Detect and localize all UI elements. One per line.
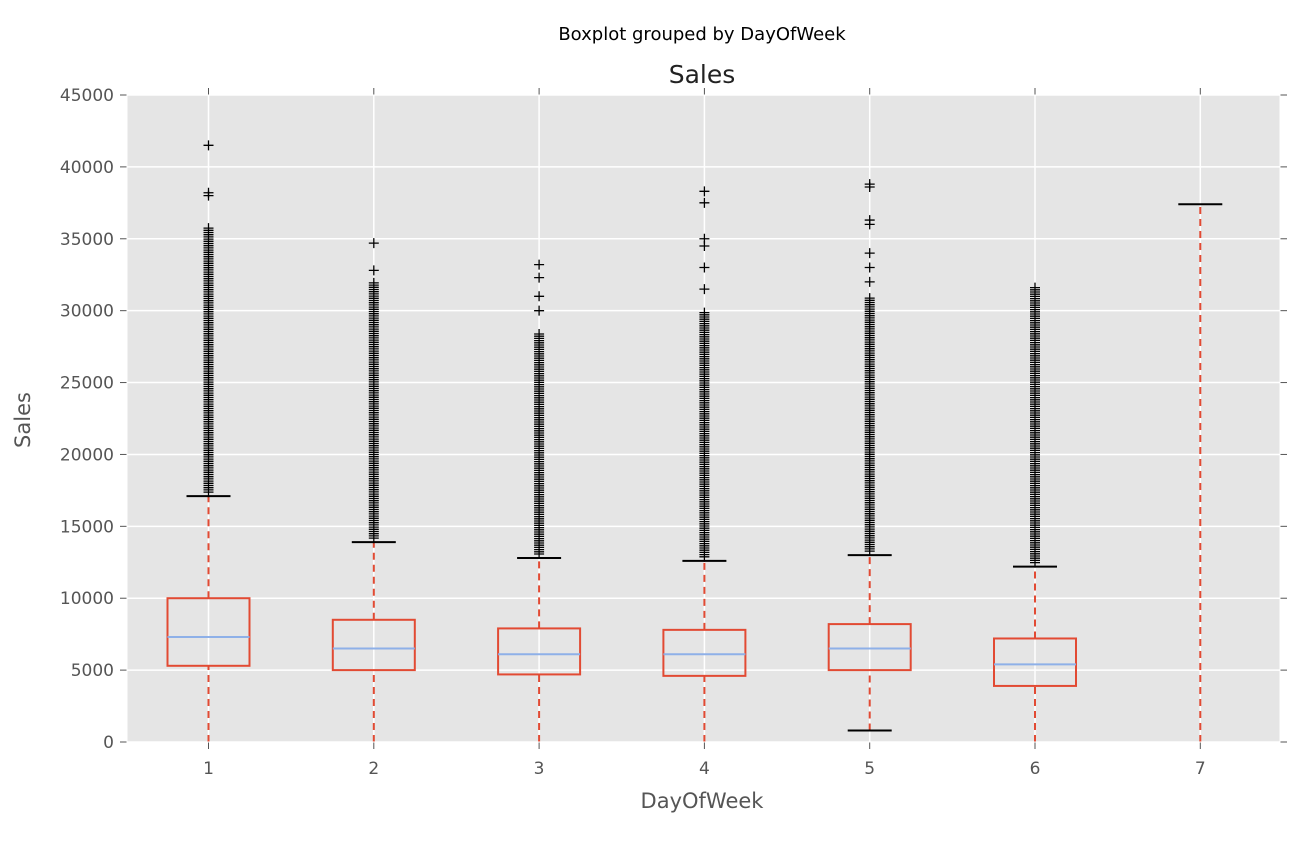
flier-marker xyxy=(864,248,875,259)
x-tick-label: 5 xyxy=(864,759,875,779)
box xyxy=(166,597,251,667)
x-tick-label: 6 xyxy=(1030,759,1041,779)
flier-marker xyxy=(864,215,875,226)
x-axis-label: DayOfWeek xyxy=(641,789,765,813)
y-axis-label: Sales xyxy=(11,392,35,448)
flier-dense xyxy=(203,223,214,498)
x-tick-label: 7 xyxy=(1195,759,1206,779)
plot-area: 0 5000 10000 15000 20000 25000 30000 35000 40000… xyxy=(60,86,1287,779)
flier-marker xyxy=(699,284,710,295)
flier-marker xyxy=(534,272,545,283)
flier-marker xyxy=(864,179,875,190)
flier-marker xyxy=(368,265,379,276)
box xyxy=(827,623,912,672)
flier-marker xyxy=(203,140,214,151)
flier-marker xyxy=(699,233,710,244)
flier-dense xyxy=(1030,282,1040,568)
y-tick-label: 45000 xyxy=(60,86,114,106)
x-tick-label: 2 xyxy=(368,759,379,779)
chart-title: Sales xyxy=(669,60,736,89)
box xyxy=(331,618,416,672)
flier-marker xyxy=(534,305,545,316)
chart-suptitle: Boxplot grouped by DayOfWeek xyxy=(558,24,846,45)
x-tick-label: 3 xyxy=(534,759,545,779)
flier-dense xyxy=(534,329,545,559)
box xyxy=(993,637,1077,687)
y-tick-label: 5000 xyxy=(71,661,114,681)
flier-marker xyxy=(699,262,710,273)
flier-marker xyxy=(864,262,875,273)
y-tick-label: 15000 xyxy=(60,517,114,537)
flier-dense xyxy=(699,307,710,562)
flier-marker xyxy=(203,187,214,198)
y-tick-label: 10000 xyxy=(60,589,114,609)
flier-marker xyxy=(368,238,379,249)
y-tick-label: 40000 xyxy=(60,158,114,178)
flier-marker xyxy=(534,291,545,302)
y-tick-label: 20000 xyxy=(60,445,114,465)
box xyxy=(662,628,747,677)
box xyxy=(497,627,582,676)
flier-marker xyxy=(699,197,710,208)
flier-marker xyxy=(699,186,710,197)
y-tick-label: 0 xyxy=(103,733,114,753)
flier-dense xyxy=(864,293,875,557)
plot-frame xyxy=(126,94,1281,743)
y-tick-label: 25000 xyxy=(60,374,114,394)
y-tick-label: 35000 xyxy=(60,230,114,250)
flier-marker xyxy=(864,276,875,287)
y-tick-label: 30000 xyxy=(60,302,114,322)
flier-marker xyxy=(534,259,545,270)
x-tick-label: 1 xyxy=(203,759,214,779)
flier-dense xyxy=(368,277,379,544)
x-tick-label: 4 xyxy=(699,759,710,779)
